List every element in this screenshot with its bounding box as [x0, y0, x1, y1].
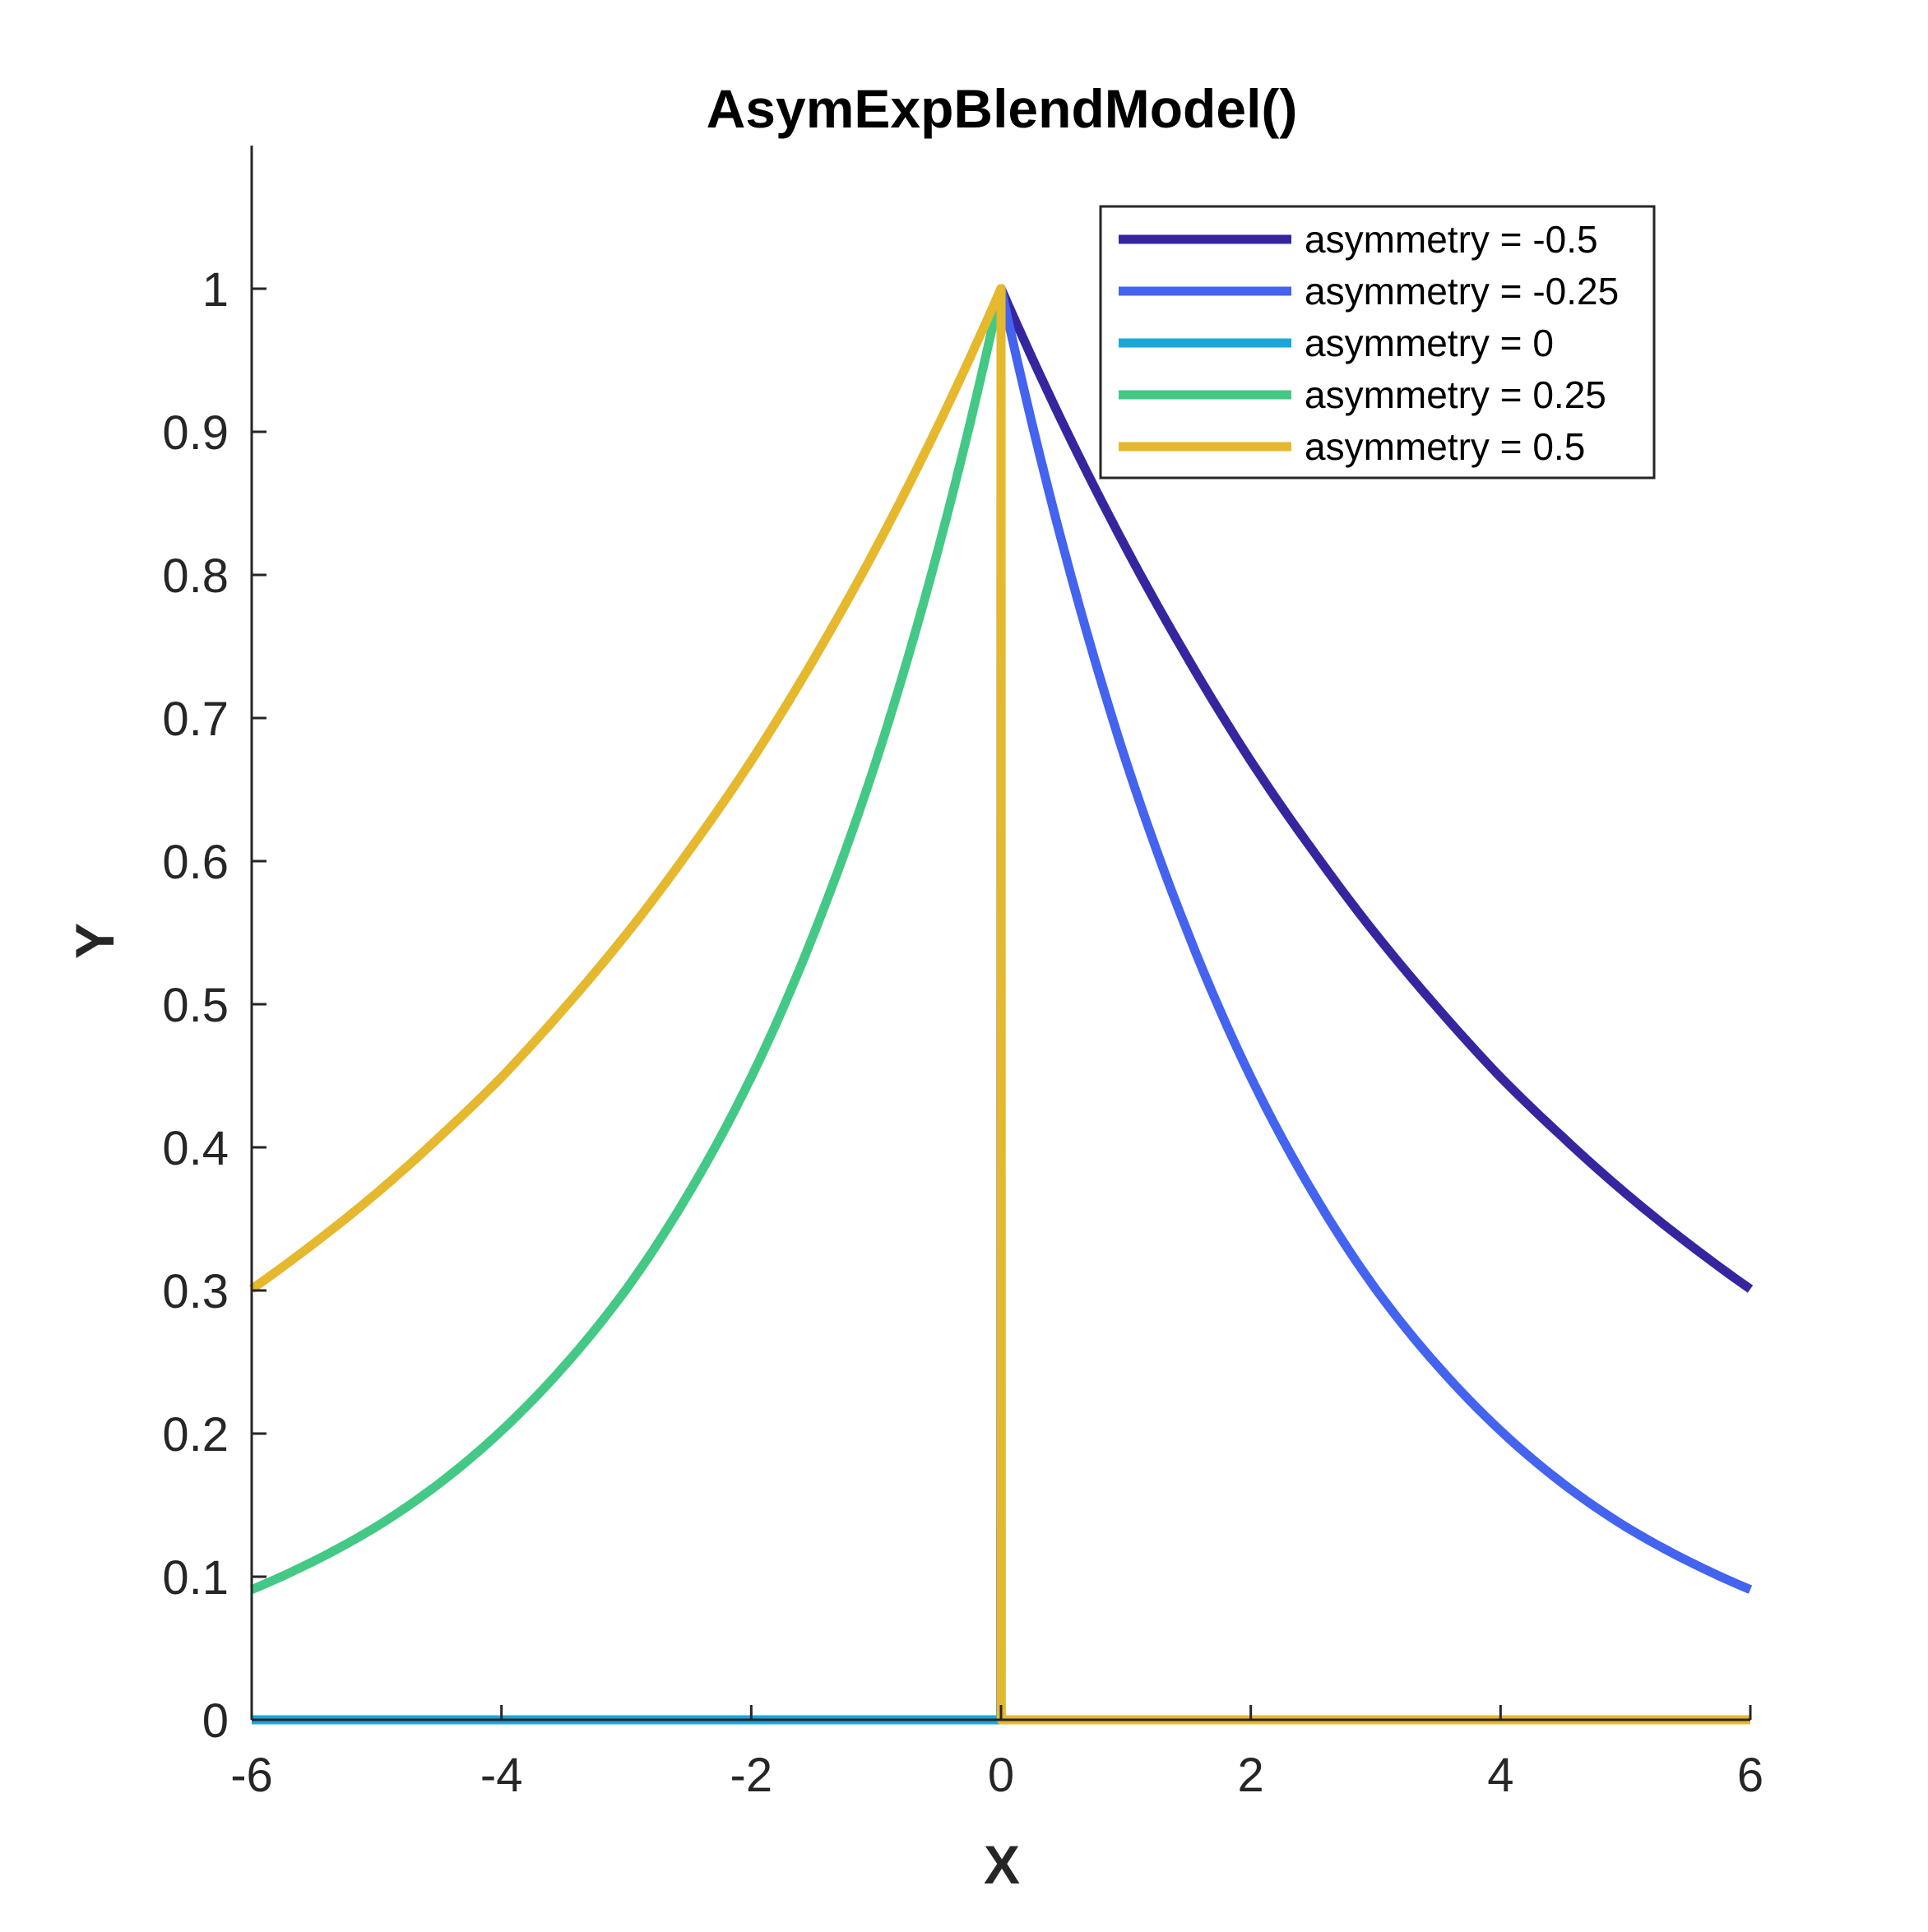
x-tick-label: -2	[730, 1749, 773, 1802]
legend-label: asymmetry = 0	[1305, 322, 1554, 364]
x-axis-label: X	[984, 1834, 1020, 1895]
axes: -6 -4 -2 0 2 4 6 0 0.1 0.2 0.3 0.4 0.5 0.6 0.7 0.8 0.9 1	[162, 263, 1763, 1802]
chart-title: AsymExpBlendModel()	[707, 78, 1298, 139]
y-tick-label: 0.2	[162, 1408, 229, 1462]
y-axis-label: Y	[64, 923, 125, 959]
y-tick-label: 0.6	[162, 836, 229, 889]
x-tick-label: 0	[988, 1749, 1014, 1802]
y-tick-label: 0.8	[162, 549, 229, 603]
axis-lines	[250, 146, 1752, 1721]
y-tick-label: 0.4	[162, 1122, 229, 1175]
y-tick-label: 0	[202, 1694, 229, 1748]
legend-label: asymmetry = 0.25	[1305, 373, 1606, 416]
legend-label: asymmetry = -0.25	[1305, 270, 1619, 313]
series-line-3	[249, 284, 1750, 1725]
y-tick-label: 0.1	[162, 1551, 229, 1605]
x-tick-label: -6	[230, 1749, 273, 1802]
y-tick-label: 0.3	[162, 1265, 229, 1318]
y-tick-label: 0.5	[162, 979, 229, 1032]
x-tick-label: 2	[1238, 1749, 1264, 1802]
y-tick-label: 0.7	[162, 693, 229, 746]
legend-label: asymmetry = -0.5	[1305, 218, 1598, 261]
legend: asymmetry = -0.5 asymmetry = -0.25 asymmet…	[1099, 205, 1656, 480]
y-tick-label: 1	[202, 263, 229, 317]
y-tick-label: 0.9	[162, 406, 229, 460]
x-tick-label: -4	[480, 1749, 523, 1802]
legend-label: asymmetry = 0.5	[1305, 425, 1585, 468]
series-line-0	[252, 284, 1754, 1725]
series-line-4	[248, 284, 1750, 1725]
x-tick-label: 4	[1487, 1749, 1513, 1802]
series-line-1	[252, 284, 1753, 1725]
x-tick-label: 6	[1737, 1749, 1763, 1802]
